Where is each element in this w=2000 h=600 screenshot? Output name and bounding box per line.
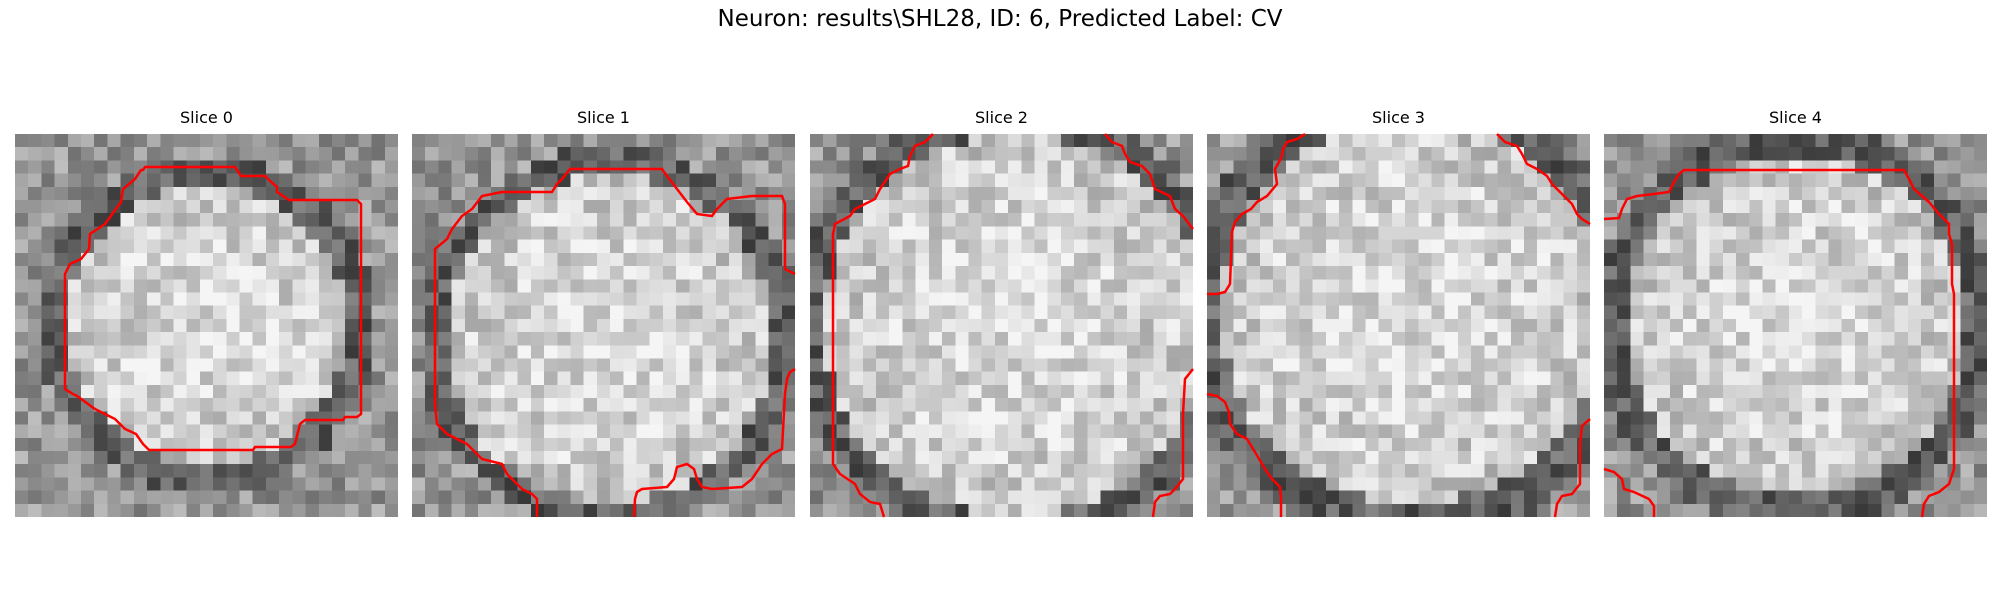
slice-image	[15, 134, 398, 517]
cell-contour	[63, 165, 363, 452]
cell-contour-overlay	[831, 133, 1194, 518]
panel-title: Slice 3	[1372, 108, 1425, 127]
cell-contour	[1151, 368, 1194, 518]
cell-contour	[1496, 133, 1591, 226]
cell-contour-overlay	[1206, 132, 1591, 518]
panel-title: Slice 2	[975, 108, 1028, 127]
slice-image	[1207, 134, 1590, 517]
cell-contour	[831, 133, 934, 518]
cell-contour-overlay	[433, 167, 796, 518]
cell-contour	[632, 367, 796, 518]
cell-contour	[1104, 133, 1194, 230]
panel-title: Slice 0	[180, 108, 233, 127]
cell-contour	[1603, 467, 1656, 517]
cell-contour	[1207, 132, 1306, 296]
cell-contour	[1206, 392, 1283, 517]
cell-contour	[433, 167, 796, 517]
slice-image	[810, 134, 1193, 517]
cell-contour-overlay	[1603, 168, 1956, 518]
cell-contour	[1603, 168, 1956, 518]
panel-title: Slice 4	[1769, 108, 1822, 127]
figure-title: Neuron: results\SHL28, ID: 6, Predicted …	[717, 6, 1283, 32]
cell-contour-overlay	[63, 165, 363, 452]
cell-contour	[1553, 418, 1591, 518]
panel-title: Slice 1	[577, 108, 630, 127]
